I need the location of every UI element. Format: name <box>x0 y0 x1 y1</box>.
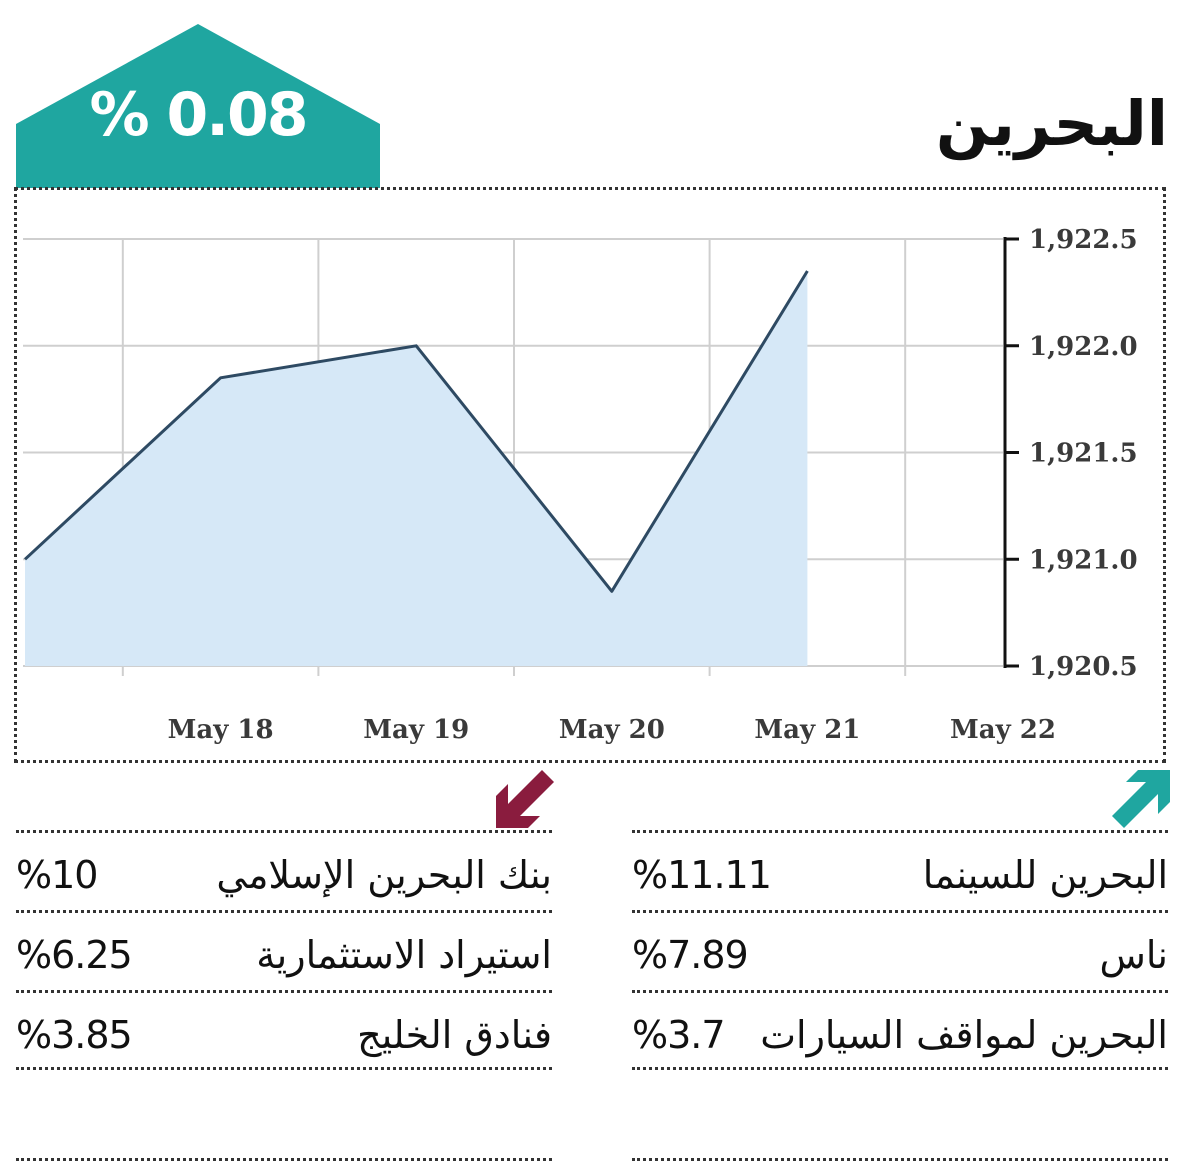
company-name: البحرين لمواقف السيارات <box>760 1013 1168 1057</box>
y-tick-label: 1,921.5 <box>1029 439 1138 469</box>
market-title: البحرين <box>935 87 1168 160</box>
list-item: ناس %7.89 <box>632 910 1168 990</box>
x-tick-label: May 22 <box>950 715 1056 745</box>
y-tick-label: 1,922.5 <box>1029 225 1138 255</box>
divider <box>16 1158 552 1161</box>
y-axis: 1,922.5 1,922.0 1,921.5 1,921.0 1,920.5 <box>1003 225 1138 682</box>
change-value: %3.85 <box>16 1013 133 1057</box>
losers-table: بنك البحرين الإسلامي %10 استيراد الاستثم… <box>16 830 552 1070</box>
change-value: %3.7 <box>632 1013 726 1057</box>
company-name: بنك البحرين الإسلامي <box>216 853 552 897</box>
x-tick-label: May 21 <box>754 715 860 745</box>
x-tick-label: May 18 <box>168 715 274 745</box>
list-item: البحرين للسينما %11.11 <box>632 830 1168 910</box>
y-tick-label: 1,920.5 <box>1029 652 1138 682</box>
company-name: البحرين للسينما <box>922 853 1168 897</box>
arrow-up-right-icon <box>1112 770 1170 828</box>
x-tick-label: May 20 <box>559 715 665 745</box>
list-item: بنك البحرين الإسلامي %10 <box>16 830 552 910</box>
y-tick-label: 1,921.0 <box>1029 545 1138 575</box>
change-value: %7.89 <box>632 933 749 977</box>
company-name: فنادق الخليج <box>357 1013 552 1057</box>
chart-frame: 1,922.5 1,922.0 1,921.5 1,921.0 1,920.5 May … <box>14 187 1166 763</box>
badge-shape <box>16 24 380 188</box>
gainers-table: البحرين للسينما %11.11 ناس %7.89 البحرين… <box>632 830 1168 1070</box>
change-value: %6.25 <box>16 933 133 977</box>
index-chart: 1,922.5 1,922.0 1,921.5 1,921.0 1,920.5 May … <box>23 225 1138 745</box>
list-item: البحرين لمواقف السيارات %3.7 <box>632 990 1168 1070</box>
company-name: ناس <box>1099 933 1168 977</box>
list-item: استيراد الاستثمارية %6.25 <box>16 910 552 990</box>
area-fill <box>25 271 808 666</box>
list-item: فنادق الخليج %3.85 <box>16 990 552 1070</box>
arrow-down-left-icon <box>496 770 554 828</box>
divider <box>632 1158 1168 1161</box>
change-value: %10 <box>16 853 98 897</box>
y-tick-label: 1,922.0 <box>1029 332 1138 362</box>
change-percent: % 0.08 <box>89 80 308 150</box>
series-line <box>23 270 809 593</box>
x-axis: May 18 May 19 May 20 May 21 May 22 <box>168 715 1056 745</box>
change-value: %11.11 <box>632 853 772 897</box>
company-name: استيراد الاستثمارية <box>256 933 552 977</box>
x-tick-label: May 19 <box>363 715 469 745</box>
change-badge: % 0.08 <box>16 24 380 188</box>
